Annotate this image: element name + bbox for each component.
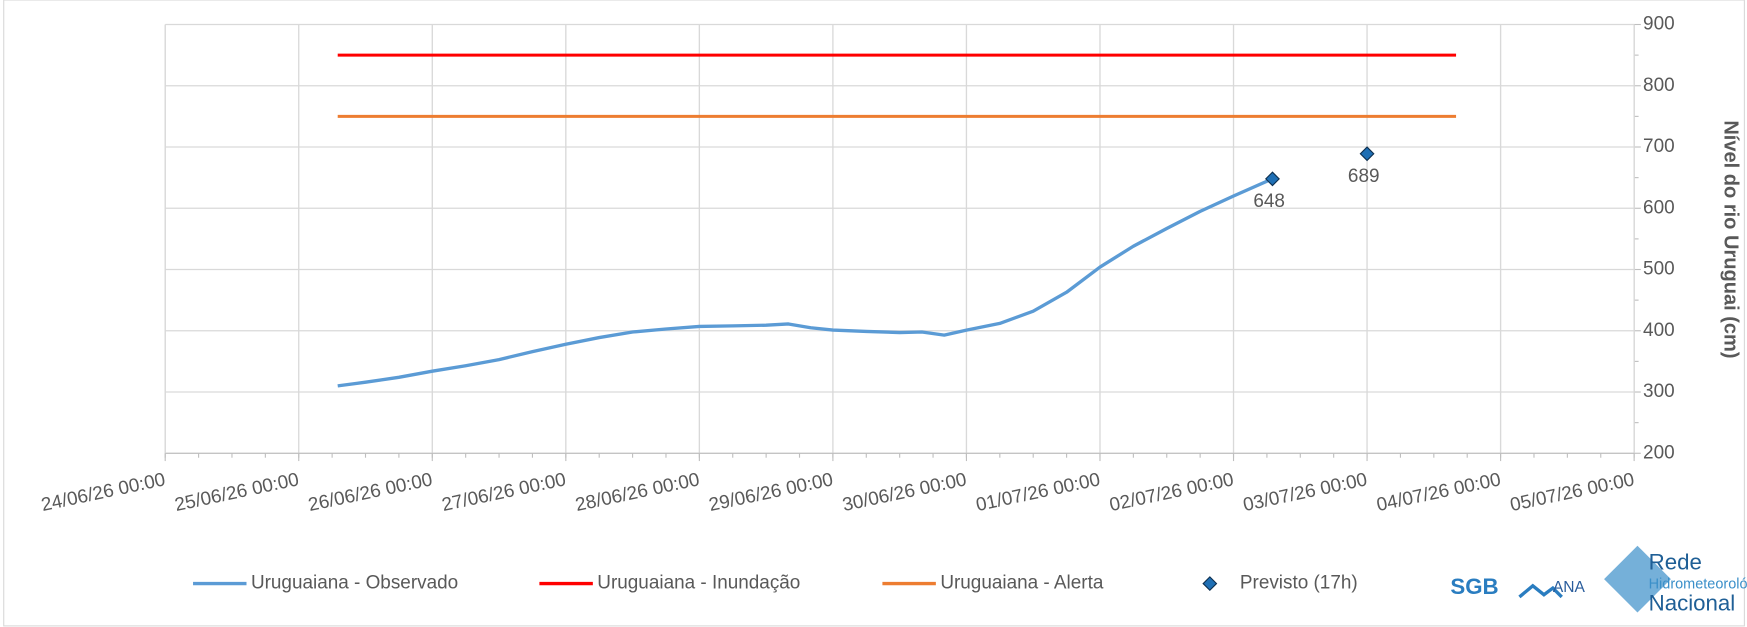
legend-label: Uruguaiana - Observado [251,573,458,594]
data-label: 689 [1348,166,1380,187]
y-tick-label: 300 [1643,381,1675,402]
logo-sgb: SGB [1450,574,1498,599]
x-tick-label: 27/06/26 00:00 [440,469,568,516]
logo-rede: Rede [1649,549,1702,574]
legend-label: Previsto (17h) [1240,573,1358,594]
forecast-point [1359,146,1375,162]
x-tick-label: 25/06/26 00:00 [173,469,301,516]
forecast-point [1265,171,1280,187]
y-tick-label: 200 [1643,442,1675,463]
y-tick-label: 500 [1643,259,1675,280]
y-tick-label: 700 [1643,136,1675,157]
x-tick-label: 01/07/26 00:00 [974,469,1102,516]
legend-swatch [1202,576,1218,592]
logo-ana-wave [1518,583,1563,599]
logo-ana: ANA [1553,579,1586,596]
x-tick-label: 04/07/26 00:00 [1375,469,1503,516]
y-tick-label: 900 [1643,14,1675,35]
x-tick-label: 05/07/26 00:00 [1508,469,1636,516]
x-tick-label: 03/07/26 00:00 [1241,469,1369,516]
logo-nacional: Nacional [1649,591,1736,616]
series-line [337,177,1274,388]
y-tick-label: 600 [1643,197,1675,218]
data-label: 648 [1253,191,1285,212]
x-tick-label: 28/06/26 00:00 [574,469,702,516]
legend-label: Uruguaiana - Alerta [940,573,1104,594]
logo-hidro: Hidrometeorológica [1649,577,1747,593]
y-tick-label: 400 [1643,320,1675,341]
x-tick-label: 29/06/26 00:00 [707,469,835,516]
logo-rede-icon [1604,545,1671,613]
logos: SGB ANA Rede Hidrometeorológica Nacional [1450,545,1747,616]
x-tick-label: 26/06/26 00:00 [306,469,434,516]
legend-label: Uruguaiana - Inundação [597,573,800,594]
x-tick-label: 30/06/26 00:00 [841,469,969,516]
y-tick-label: 800 [1643,75,1675,96]
y-axis-label: Nível do rio Uruguai (cm) [1720,120,1742,358]
x-tick-label: 24/06/26 00:00 [39,469,167,516]
x-tick-label: 02/07/26 00:00 [1108,469,1236,516]
chart-frame [3,0,1745,627]
